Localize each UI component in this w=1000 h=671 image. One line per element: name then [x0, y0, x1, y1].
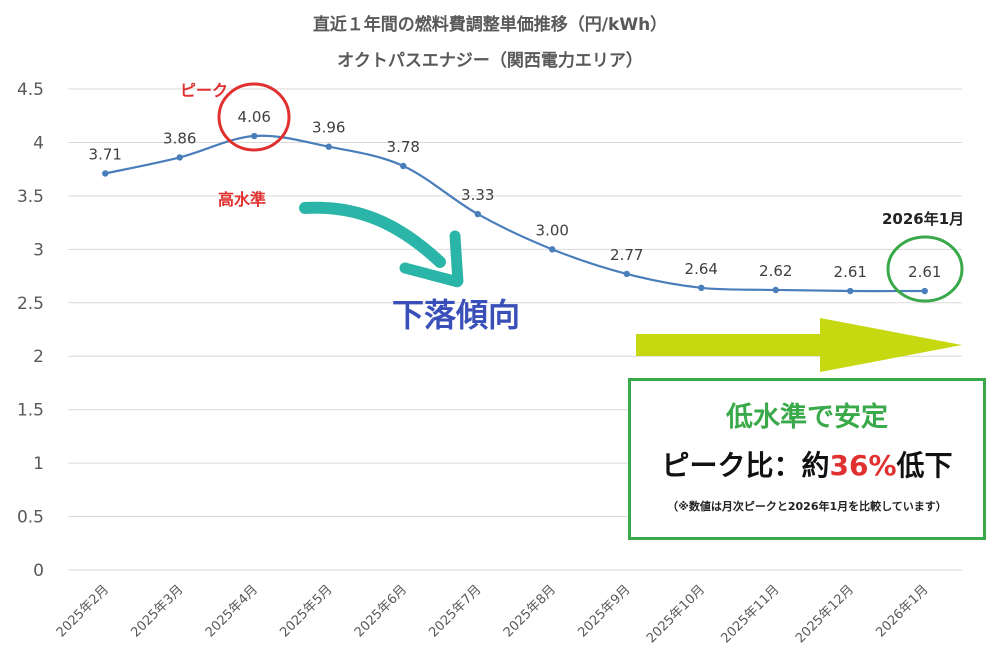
x-axis-ticks: 2025年2月 2025年3月 2025年4月 2025年5月 2025年6月 2025年…	[54, 582, 932, 646]
data-point	[325, 143, 332, 150]
latest-highlight-circle	[886, 235, 964, 303]
x-tick-label: 2025年7月	[426, 582, 484, 640]
data-point	[251, 132, 258, 140]
data-label: 3.86	[163, 129, 196, 147]
y-axis-ticks: 0 0.5 1 1.5 2 2.5 3 3.5 4 4.5	[17, 80, 44, 581]
y-tick-label: 2	[33, 347, 44, 367]
summary-note: （※数値は月次ピークと2026年1月を比較しています）	[667, 500, 947, 513]
series-line	[105, 134, 925, 293]
data-label: 2.77	[610, 246, 643, 264]
x-tick-label: 2025年10月	[644, 582, 708, 646]
peak-highlight-circle	[217, 82, 291, 152]
stable-arrow	[636, 318, 962, 372]
high-level-annotation: 高水準	[218, 190, 266, 209]
y-tick-label: 0.5	[17, 508, 44, 528]
x-tick-label: 2025年6月	[352, 582, 410, 640]
y-tick-label: 4	[33, 133, 44, 153]
x-tick-label: 2025年12月	[793, 582, 857, 646]
data-point	[474, 210, 481, 218]
data-label: 4.06	[238, 108, 271, 126]
grid-lines	[68, 88, 962, 571]
summary-box: 低水準で安定 ピーク比：約36%低下 （※数値は月次ピークと2026年1月を比較…	[628, 378, 986, 540]
data-point	[921, 287, 928, 295]
summary-ratio: ピーク比：約36%低下	[631, 444, 983, 484]
summary-ratio-prefix: ピーク比：約	[661, 449, 830, 482]
y-tick-label: 4.5	[17, 80, 44, 100]
data-point	[772, 286, 779, 294]
data-point	[176, 154, 183, 161]
data-label: 2.62	[759, 262, 792, 280]
y-tick-label: 1	[33, 454, 44, 474]
latest-month-annotation: 2026年1月	[882, 210, 964, 228]
data-points	[102, 132, 928, 295]
data-point	[698, 284, 705, 292]
summary-ratio-percent: 36%	[829, 449, 897, 482]
x-tick-label: 2025年2月	[54, 582, 112, 640]
y-tick-label: 3	[33, 240, 44, 260]
data-label: 3.78	[387, 138, 420, 156]
y-tick-label: 0	[33, 561, 44, 581]
data-point	[623, 270, 630, 278]
x-tick-label: 2026年1月	[873, 582, 931, 640]
data-label: 3.00	[536, 221, 569, 239]
chart-subtitle: オクトパスエナジー（関西電力エリア）	[337, 50, 643, 71]
data-label: 3.71	[89, 145, 122, 163]
y-tick-label: 2.5	[17, 294, 44, 314]
x-tick-label: 2025年11月	[718, 582, 782, 646]
summary-ratio-suffix: 低下	[896, 449, 953, 482]
chart-title: 直近１年間の燃料費調整単価推移（円/kWh）	[313, 14, 667, 35]
y-tick-label: 3.5	[17, 187, 44, 207]
x-tick-label: 2025年8月	[501, 582, 559, 640]
data-label: 3.33	[461, 186, 494, 204]
data-label: 3.96	[312, 119, 345, 137]
x-tick-label: 2025年9月	[575, 582, 633, 640]
x-tick-label: 2025年4月	[203, 582, 261, 640]
data-label: 2.64	[685, 260, 718, 278]
summary-heading: 低水準で安定	[726, 402, 888, 433]
trend-annotation: 下落傾向	[392, 296, 520, 334]
x-tick-label: 2025年3月	[128, 582, 186, 640]
peak-annotation: ピーク	[180, 81, 228, 100]
data-label: 2.61	[834, 263, 867, 281]
data-label: 2.61	[908, 263, 941, 281]
data-point	[549, 246, 556, 253]
data-point	[102, 170, 109, 177]
data-labels: 3.71 3.86 4.06 3.96 3.78 3.33 3.00 2.77 2.64 2.62…	[89, 108, 942, 281]
x-tick-label: 2025年5月	[277, 582, 335, 640]
y-tick-label: 1.5	[17, 401, 44, 421]
data-point	[400, 162, 407, 170]
downtrend-arrow	[299, 201, 464, 288]
data-point	[847, 287, 854, 295]
